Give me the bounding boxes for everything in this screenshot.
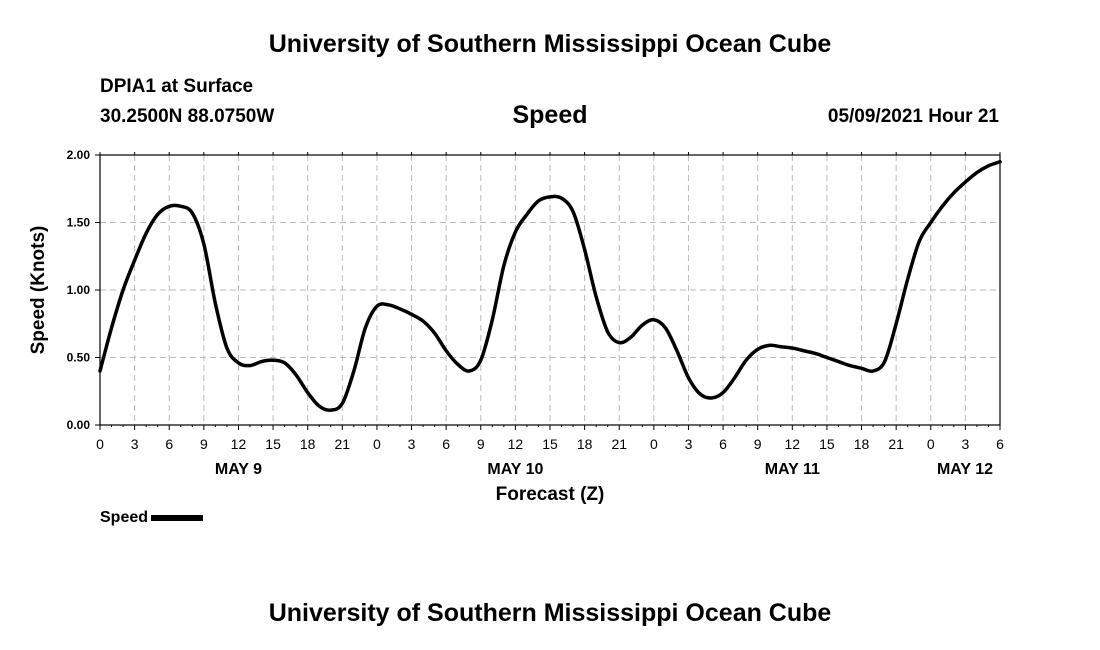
x-tick-label: 9 — [477, 436, 485, 452]
x-tick-label: 0 — [373, 436, 381, 452]
x-tick-label: 3 — [685, 436, 693, 452]
datetime-label: 05/09/2021 Hour 21 — [827, 106, 999, 127]
date-label: MAY 12 — [937, 461, 993, 478]
x-tick-label: 3 — [961, 436, 969, 452]
x-tick-label: 9 — [200, 436, 208, 452]
x-tick-label: 6 — [442, 436, 450, 452]
station-label: DPIA1 at Surface — [100, 76, 254, 97]
date-label: MAY 11 — [765, 461, 820, 478]
x-tick-label: 12 — [231, 436, 247, 452]
x-tick-label: 6 — [719, 436, 727, 452]
date-label: MAY 9 — [215, 461, 262, 478]
x-tick-label: 9 — [754, 436, 762, 452]
page-title: University of Southern Mississippi Ocean… — [268, 30, 832, 58]
y-tick-label: 1.50 — [67, 216, 91, 230]
date-label: MAY 10 — [487, 461, 543, 478]
y-axis-title: Speed (Knots) — [28, 226, 49, 355]
y-tick-label: 0.00 — [67, 418, 91, 432]
x-tick-label: 0 — [96, 436, 104, 452]
x-tick-label: 21 — [888, 436, 904, 452]
x-tick-label: 3 — [408, 436, 416, 452]
x-tick-label: 0 — [650, 436, 658, 452]
series-line-speed — [98, 160, 1002, 412]
x-tick-label: 18 — [854, 436, 870, 452]
chart-title: Speed — [512, 101, 588, 129]
x-tick-label: 15 — [542, 436, 558, 452]
x-tick-label: 21 — [611, 436, 627, 452]
x-axis-title: Forecast (Z) — [496, 484, 605, 505]
legend-label: Speed — [100, 509, 149, 526]
x-tick-label: 6 — [165, 436, 173, 452]
y-tick-label: 1.00 — [67, 283, 91, 297]
x-tick-label: 12 — [785, 436, 801, 452]
x-tick-label: 12 — [508, 436, 524, 452]
x-tick-label: 15 — [819, 436, 835, 452]
y-tick-label: 2.00 — [67, 148, 91, 162]
x-tick-label: 6 — [996, 436, 1004, 452]
x-tick-label: 18 — [300, 436, 316, 452]
x-tick-label: 21 — [335, 436, 351, 452]
x-tick-label: 3 — [131, 436, 139, 452]
x-tick-label: 18 — [577, 436, 593, 452]
x-tick-label: 15 — [265, 436, 281, 452]
legend: Speed — [100, 509, 204, 527]
plot-frame — [99, 154, 1001, 426]
legend-swatch — [151, 515, 204, 521]
footer-title: University of Southern Mississippi Ocean… — [268, 599, 832, 627]
y-tick-label: 0.50 — [67, 351, 91, 365]
x-tick-label: 0 — [927, 436, 935, 452]
coordinates-label: 30.2500N 88.0750W — [100, 106, 275, 127]
